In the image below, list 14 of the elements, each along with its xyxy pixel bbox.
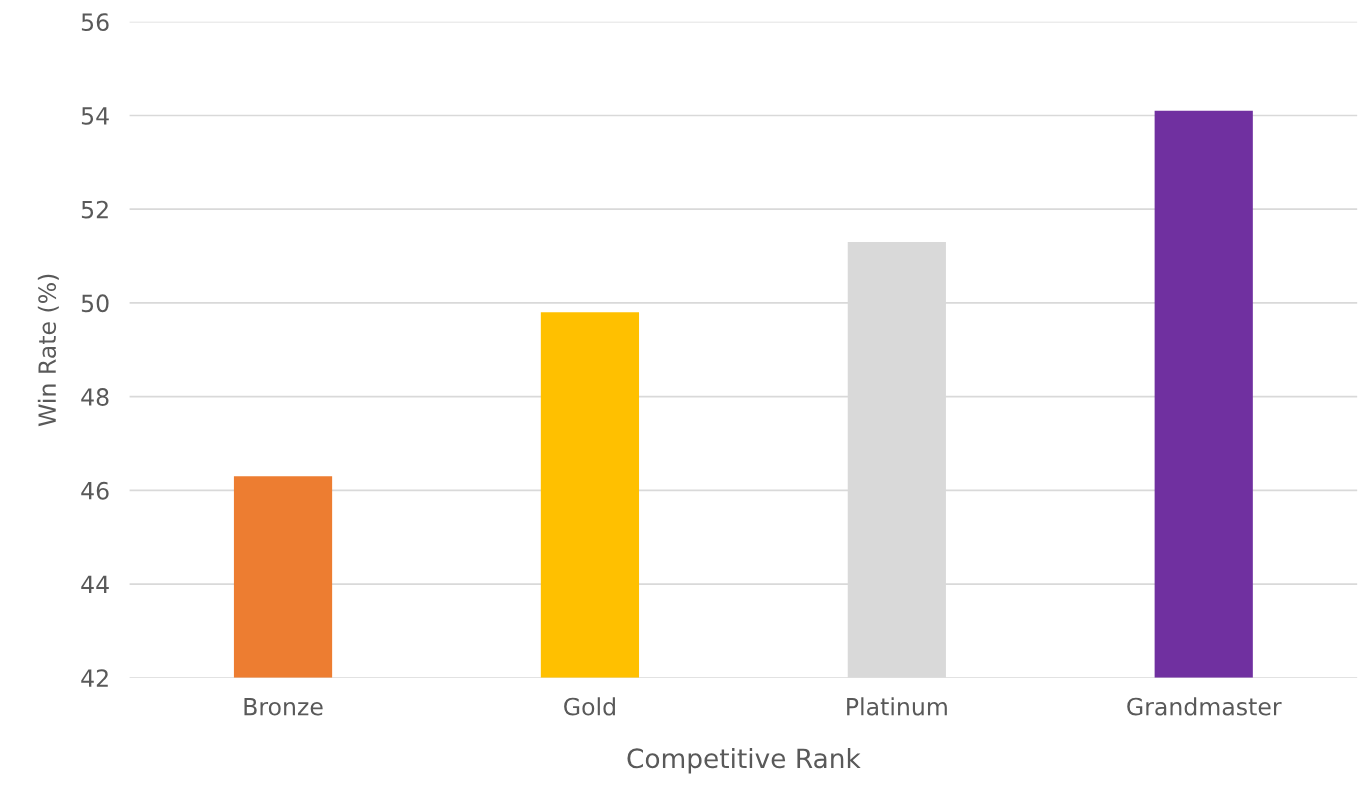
y-tick-label: 44 bbox=[81, 575, 109, 594]
x-axis-title: Competitive Rank bbox=[627, 747, 861, 774]
y-axis-title: Win Rate (%) bbox=[37, 274, 59, 427]
y-tick-label: 48 bbox=[81, 388, 109, 406]
x-tick-label: Bronze bbox=[244, 697, 323, 716]
y-tick-label: 52 bbox=[81, 200, 108, 219]
y-tick-label: 56 bbox=[81, 13, 109, 32]
x-tick-label: Platinum bbox=[847, 697, 947, 716]
x-tick-label: Gold bbox=[564, 697, 615, 716]
y-tick-label: 50 bbox=[81, 294, 109, 313]
x-tick-label: Grandmaster bbox=[1127, 697, 1282, 716]
y-tick-label: 42 bbox=[81, 669, 108, 687]
y-tick-label: 46 bbox=[81, 481, 109, 500]
y-tick-label: 54 bbox=[81, 107, 109, 125]
